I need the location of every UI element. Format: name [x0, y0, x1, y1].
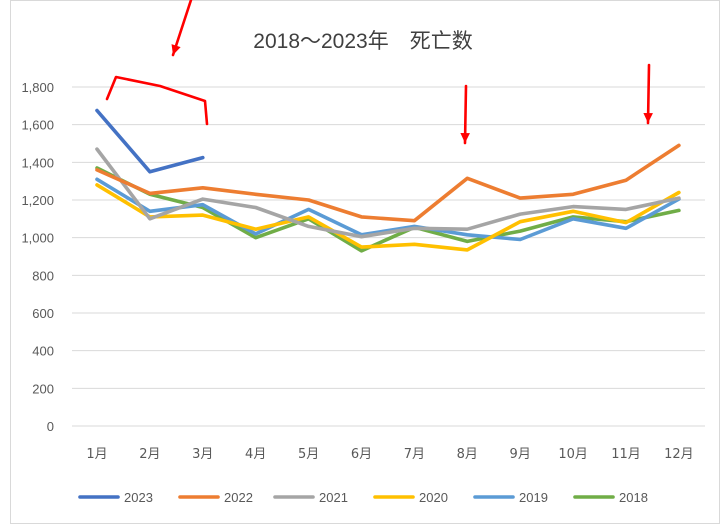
legend: 2023 2022 2021 2020 2019 2018: [78, 490, 648, 505]
x-tick-label: 12月: [664, 447, 694, 462]
x-tick-label: 3月: [192, 447, 213, 462]
y-tick-label: 400: [32, 344, 54, 359]
x-tick-label: 5月: [298, 447, 319, 462]
x-axis-ticks: 1月 2月 3月 4月 5月 6月 7月 8月 9月 10月 11月 12月: [86, 447, 693, 462]
y-tick-label: 600: [32, 306, 54, 321]
gridlines: [72, 86, 705, 427]
arrow-annotation-march: [171, 0, 193, 57]
series-line-2023: [95, 108, 205, 174]
y-tick-label: 0: [47, 419, 54, 434]
x-tick-label: 8月: [457, 447, 478, 462]
series-line-2021: [95, 147, 681, 239]
legend-label: 2019: [519, 490, 548, 505]
legend-label: 2020: [419, 490, 448, 505]
y-tick-label: 800: [32, 268, 54, 283]
y-axis-ticks: 0 200 400 600 800 1,000 1,200 1,400 1,600 1,800: [21, 80, 54, 434]
arrow-head: [643, 113, 653, 123]
y-tick-label: 200: [32, 381, 54, 396]
legend-item-2021: 2021: [273, 490, 348, 505]
y-tick-label: 1,200: [21, 193, 54, 208]
annotations: [105, 0, 653, 145]
chart-title: 2018～2023年 死亡数: [253, 30, 472, 53]
y-tick-label: 1,400: [21, 155, 54, 170]
x-tick-label: 7月: [404, 447, 425, 462]
series-lines: [95, 108, 681, 253]
y-tick-label: 1,600: [21, 118, 54, 133]
legend-label: 2023: [124, 490, 153, 505]
legend-item-2019: 2019: [473, 490, 548, 505]
x-tick-label: 6月: [351, 447, 372, 462]
x-tick-label: 2月: [139, 447, 160, 462]
y-tick-label: 1,800: [21, 80, 54, 95]
arrow-annotation-december: [643, 63, 653, 125]
x-tick-label: 9月: [510, 447, 531, 462]
bracket-annotation: [105, 75, 209, 126]
y-tick-label: 1,000: [21, 231, 54, 246]
x-tick-label: 4月: [245, 447, 266, 462]
x-tick-label: 10月: [558, 447, 588, 462]
arrow-head: [171, 44, 181, 55]
legend-item-2020: 2020: [373, 490, 448, 505]
x-tick-label: 1月: [86, 447, 107, 462]
legend-item-2022: 2022: [178, 490, 253, 505]
series-line-2020: [95, 183, 681, 252]
legend-label: 2021: [319, 490, 348, 505]
x-tick-label: 11月: [611, 447, 641, 462]
series-line-2022: [95, 143, 681, 223]
series-line-2018: [95, 166, 681, 253]
legend-label: 2018: [619, 490, 648, 505]
legend-item-2023: 2023: [78, 490, 153, 505]
legend-item-2018: 2018: [573, 490, 648, 505]
legend-label: 2022: [224, 490, 253, 505]
arrow-annotation-august: [460, 84, 470, 145]
series-line-2019: [95, 177, 681, 242]
arrow-head: [460, 133, 470, 143]
